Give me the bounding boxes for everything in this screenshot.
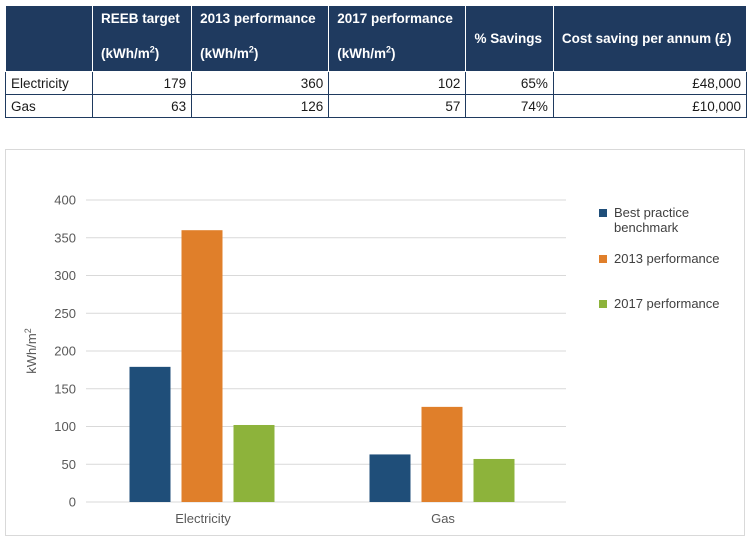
cell-2017-performance: 57 [328,94,467,118]
header-2017-performance-unit: (kWh/m2) [337,42,457,66]
unit-superscript: 2 [386,44,392,55]
header-savings: % Savings [465,5,554,72]
legend-label: 2013 performance [614,251,720,266]
y-tick-label: 50 [62,457,76,472]
bar-2013-performance-gas [421,406,463,502]
unit-text: (kWh/m [337,46,387,61]
header-reeb-target-unit: (kWh/m2) [101,42,183,66]
unit-superscript: 2 [248,44,254,55]
cell-cost-saving: £48,000 [552,71,748,95]
cell-savings: 65% [465,71,554,95]
y-tick-label: 300 [54,268,76,283]
cell-2013-performance: 360 [191,71,330,95]
header-cost-saving: Cost saving per annum (£) [552,5,748,72]
legend-label: 2017 performance [614,296,720,311]
header-2013-performance-label: 2013 performance [200,11,316,26]
header-2013-performance-unit: (kWh/m2) [200,42,320,66]
x-tick-label: Gas [431,511,455,526]
unit-superscript: 2 [149,44,155,55]
cell-2017-performance: 102 [328,71,467,95]
unit-close: ) [154,46,160,61]
y-axis-title: kWh/m2 [23,328,39,373]
y-tick-label: 0 [69,495,76,510]
energy-performance-table: REEB target (kWh/m2) 2013 performance (k… [5,5,748,118]
bar-2013-performance-electricity [181,230,223,502]
table-row-gas: Gas 63 126 57 74% £10,000 [5,94,748,118]
bar-2017-performance-gas [473,458,515,502]
unit-close: ) [391,46,396,61]
cell-2013-performance: 126 [191,94,330,118]
bar-best-practice-benchmark-electricity [129,366,171,502]
header-2017-performance-label: 2017 performance [337,11,453,26]
table-header-row: REEB target (kWh/m2) 2013 performance (k… [5,5,748,72]
legend-label: Best practice [614,205,689,220]
y-tick-label: 150 [54,381,76,396]
y-tick-label: 350 [54,230,76,245]
chart-svg: 0 50 100 150 200 250 300 350 400 kWh/m2 Electricit… [23,193,720,527]
y-tick-label: 200 [54,344,76,359]
table-row-electricity: Electricity 179 360 102 65% £48,000 [5,71,748,95]
row-label: Electricity [5,71,93,95]
row-label: Gas [5,94,93,118]
header-reeb-target: REEB target (kWh/m2) [91,5,193,72]
bar-2017-performance-electricity [233,424,275,502]
energy-bar-chart: 0 50 100 150 200 250 300 350 400 kWh/m2 Electricit… [5,149,745,536]
header-blank-cell [5,5,93,72]
y-tick-label: 100 [54,419,76,434]
legend-swatch [599,209,607,217]
y-tick-label: 400 [54,193,76,208]
legend-swatch [599,300,607,308]
header-2013-performance: 2013 performance (kWh/m2) [191,5,330,72]
y-axis-title-superscript: 2 [23,328,33,333]
legend-label: benchmark [614,220,679,235]
unit-close: ) [253,46,259,61]
unit-text: (kWh/m [101,46,150,61]
y-tick-label: 250 [54,306,76,321]
legend-swatch [599,255,607,263]
unit-text: (kWh/m [200,46,249,61]
header-2017-performance: 2017 performance (kWh/m2) [328,5,467,72]
cell-reeb-target: 179 [91,71,193,95]
cell-savings: 74% [465,94,554,118]
cell-cost-saving: £10,000 [552,94,748,118]
x-tick-label: Electricity [175,511,231,526]
cell-reeb-target: 63 [91,94,193,118]
header-reeb-target-label: REEB target [101,11,180,26]
bar-best-practice-benchmark-gas [369,454,411,502]
